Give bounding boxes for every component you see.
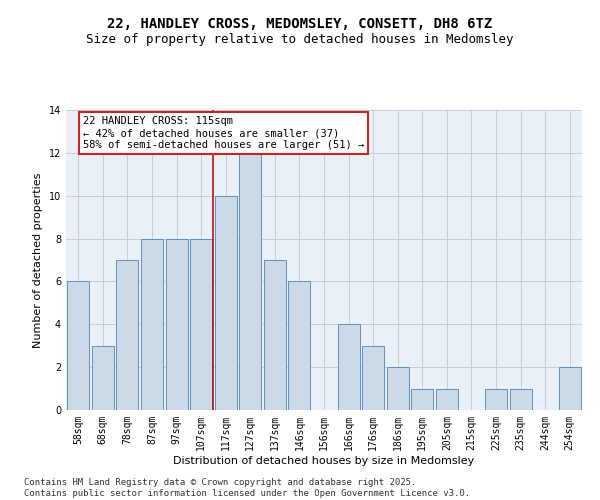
Bar (289, 282, 310, 410)
Text: 22, HANDLEY CROSS, MEDOMSLEY, CONSETT, DH8 6TZ: 22, HANDLEY CROSS, MEDOMSLEY, CONSETT, D… (107, 18, 493, 32)
Bar (166, 238, 188, 410)
Bar (338, 324, 359, 410)
Bar (386, 367, 409, 410)
Bar (509, 388, 532, 410)
Bar (264, 260, 286, 410)
Bar (190, 238, 212, 410)
Bar (362, 346, 384, 410)
X-axis label: Distribution of detached houses by size in Medomsley: Distribution of detached houses by size … (173, 456, 475, 466)
Bar (92, 346, 114, 410)
Bar (559, 367, 581, 410)
Bar (436, 388, 458, 410)
Text: Size of property relative to detached houses in Medomsley: Size of property relative to detached ho… (86, 32, 514, 46)
Text: Contains HM Land Registry data © Crown copyright and database right 2025.
Contai: Contains HM Land Registry data © Crown c… (24, 478, 470, 498)
Text: 22 HANDLEY CROSS: 115sqm
← 42% of detached houses are smaller (37)
58% of semi-d: 22 HANDLEY CROSS: 115sqm ← 42% of detach… (83, 116, 364, 150)
Bar (411, 388, 433, 410)
Bar (141, 238, 163, 410)
Y-axis label: Number of detached properties: Number of detached properties (33, 172, 43, 348)
Bar (116, 260, 139, 410)
Bar (485, 388, 507, 410)
Bar (239, 153, 262, 410)
Bar (67, 282, 89, 410)
Bar (215, 196, 237, 410)
